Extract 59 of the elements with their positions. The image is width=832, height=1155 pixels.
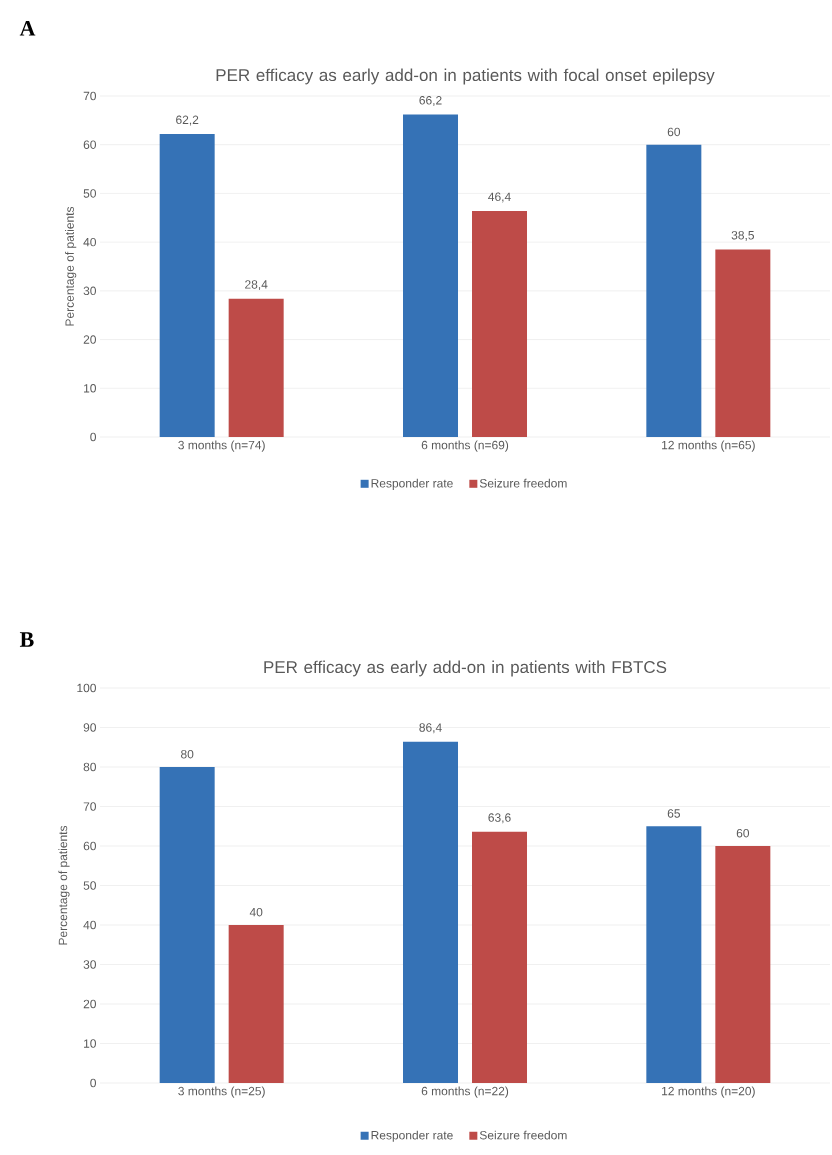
chart-title: PER efficacy as early add-on in patients with focal onset epilepsy (216, 68, 715, 85)
bar (715, 249, 771, 437)
y-tick-label: 20 (83, 999, 96, 1009)
bar (228, 298, 284, 437)
data-label: 60 (736, 828, 750, 838)
data-label: 38,5 (731, 230, 755, 241)
data-label: 63,6 (488, 813, 511, 824)
y-tick-label: 80 (83, 762, 96, 772)
data-label: 60 (667, 127, 681, 137)
data-label: 40 (249, 907, 263, 917)
data-label: 66,2 (419, 96, 442, 106)
text: B (19, 632, 34, 647)
bar (159, 133, 215, 437)
bar (715, 846, 771, 1083)
x-tick-label: 3 months (n=25) (178, 1086, 265, 1098)
y-tick-label: 40 (83, 920, 96, 930)
y-tick-label: 100 (77, 683, 96, 693)
bar (472, 831, 528, 1083)
bar (228, 925, 284, 1083)
y-tick-label: 0 (90, 432, 96, 442)
y-tick-label: 60 (83, 841, 96, 851)
y-tick-label: 90 (83, 723, 96, 732)
legend-label: Responder rate (371, 478, 453, 490)
y-axis-title: Percentage of patients (65, 206, 77, 326)
bar (403, 114, 458, 437)
y-tick-label: 0 (90, 1078, 96, 1088)
y-tick-label: 10 (84, 1039, 96, 1048)
x-tick-label: 12 months (n=65) (662, 440, 755, 452)
legend-label: Responder rate (371, 1130, 453, 1142)
bar (646, 826, 702, 1083)
x-tick-label: 12 months (n=20) (662, 1086, 755, 1098)
bar (472, 210, 528, 437)
bar (646, 144, 702, 437)
y-tick-label: 60 (83, 140, 96, 149)
bar (159, 766, 215, 1083)
y-axis-title: Percentage of patients (58, 825, 70, 945)
y-tick-label: 30 (83, 960, 96, 969)
y-tick-label: 70 (83, 802, 96, 811)
legend-label: Seizure freedom (479, 1130, 567, 1140)
data-label: 46,4 (488, 192, 511, 203)
bar (403, 741, 458, 1083)
y-tick-label: 50 (83, 881, 96, 890)
x-tick-label: 3 months (n=74) (178, 440, 265, 452)
legend-label: Seizure freedom (479, 478, 567, 488)
y-tick-label: 30 (83, 286, 96, 296)
text: A (19, 21, 36, 36)
data-label: 28,4 (245, 280, 268, 291)
chart-title: PER efficacy as early add-on in patients with FBTCS (264, 660, 667, 677)
y-tick-label: 20 (83, 335, 96, 344)
y-tick-label: 40 (83, 237, 96, 247)
x-tick-label: 6 months (n=69) (421, 440, 509, 452)
y-tick-label: 10 (84, 384, 96, 393)
data-label: 65 (667, 809, 680, 818)
data-label: 86,4 (419, 723, 442, 734)
data-label: 62,2 (176, 115, 199, 126)
x-tick-label: 6 months (n=22) (421, 1086, 509, 1098)
data-label: 80 (181, 749, 194, 759)
y-tick-label: 70 (83, 91, 96, 101)
y-tick-label: 50 (83, 189, 96, 198)
